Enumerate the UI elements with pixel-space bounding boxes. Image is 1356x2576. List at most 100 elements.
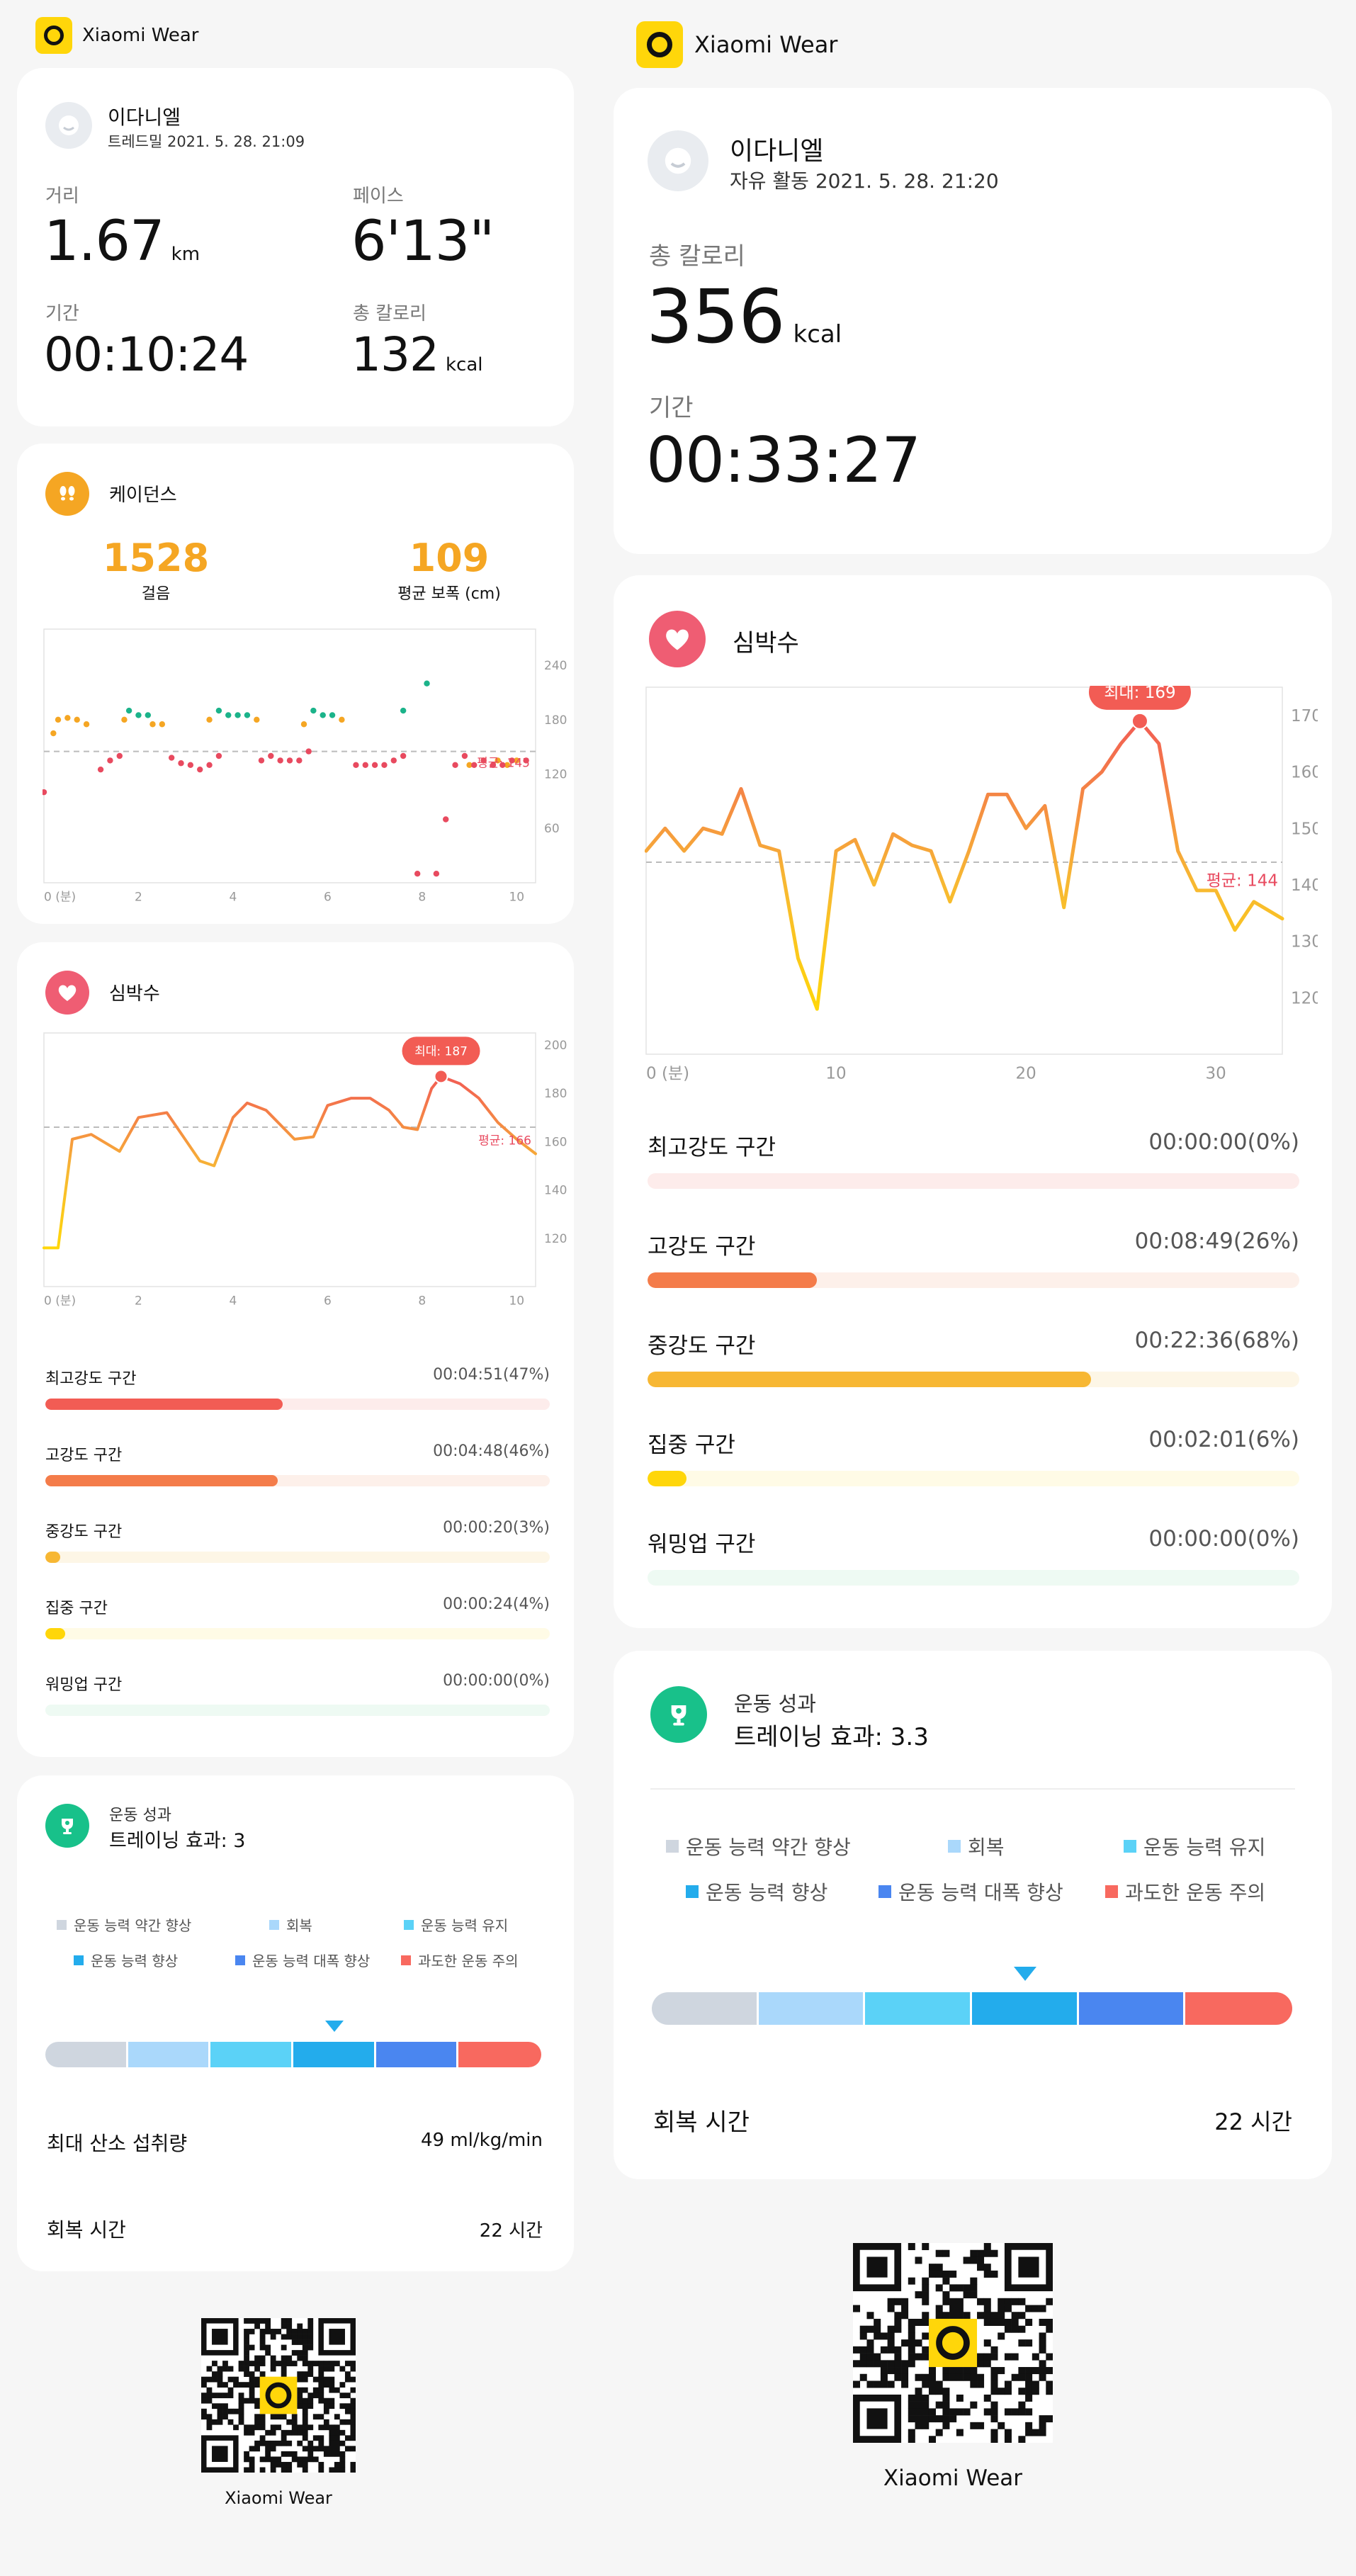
qr-module [894, 2346, 902, 2354]
cadence-point [353, 762, 359, 768]
effect-segment [293, 2042, 374, 2067]
qr-module [212, 2419, 217, 2425]
qr-module [970, 2284, 978, 2292]
legend-swatch [948, 1840, 961, 1853]
qr-module [312, 2446, 319, 2452]
heart-rate-line-chart: 120 140 160 180 200 0 (분) 2 4 6 8 10 최대: 187 평균: 166 [43, 1032, 567, 1309]
qr-finder-center [866, 2408, 888, 2429]
qr-module [244, 2382, 249, 2388]
qr-module [307, 2344, 314, 2351]
qr-module [238, 2393, 244, 2399]
qr-module [1046, 2298, 1053, 2305]
qr-module [977, 2373, 985, 2381]
qr-module [915, 2422, 922, 2429]
qr-module [265, 2329, 271, 2334]
cadence-point [235, 712, 241, 718]
qr-module [249, 2456, 255, 2463]
performance-legend: 운동 능력 약간 향상 회복 운동 능력 유지 운동 능력 향상 운동 능력 대폭 향상… [57, 1914, 553, 1992]
qr-module [859, 2332, 867, 2340]
qr-module [990, 2373, 998, 2381]
qr-module [286, 2318, 293, 2324]
qr-module [908, 2429, 915, 2436]
qr-module [329, 2403, 335, 2410]
qr-module [915, 2353, 922, 2361]
qr-module [286, 2429, 293, 2436]
cadence-point [135, 712, 142, 718]
qr-module [998, 2312, 1005, 2320]
qr-module [949, 2367, 957, 2375]
qr-module [307, 2446, 314, 2452]
qr-module [244, 2344, 249, 2351]
x-tick-label: 4 [230, 891, 237, 905]
qr-module [983, 2264, 991, 2271]
qr-module [206, 2419, 213, 2425]
qr-module [302, 2329, 308, 2334]
qr-module [983, 2270, 991, 2278]
qr-module [318, 2424, 324, 2431]
zone-name: 고강도 구간 [648, 1234, 756, 1260]
cadence-point [504, 762, 511, 768]
x-tick-label: 10 [509, 1294, 524, 1309]
qr-module [1025, 2318, 1033, 2326]
cadence-point [107, 757, 113, 764]
qr-module [302, 2339, 308, 2345]
average-label: 평균: 144 [1207, 871, 1278, 890]
qr-module [915, 2401, 922, 2409]
qr-module [915, 2256, 922, 2264]
zone-name: 고강도 구간 [45, 1447, 123, 1464]
qr-module [318, 2461, 324, 2468]
cadence-point [206, 762, 213, 768]
cadence-point [168, 755, 175, 761]
cadence-point [64, 715, 71, 721]
qr-module [344, 2419, 351, 2425]
qr-module [1039, 2415, 1046, 2423]
qr-module [880, 2373, 888, 2381]
zone-row: 워밍업 구간 00:00:00(0%) [648, 1526, 1299, 1625]
qr-module [859, 2325, 867, 2333]
qr-module [983, 2394, 991, 2402]
qr-module [238, 2361, 244, 2366]
qr-module [217, 2371, 223, 2377]
qr-module [249, 2446, 255, 2452]
max-badge [402, 1036, 480, 1066]
effect-segment [1185, 1992, 1292, 2025]
qr-module [874, 2332, 881, 2340]
qr-module [977, 2264, 985, 2271]
qr-module [350, 2361, 356, 2366]
qr-module [249, 2371, 255, 2377]
activity-subtitle: 트레드밀 2021. 5. 28. 21:09 [108, 133, 305, 150]
cadence-point [254, 716, 260, 723]
qr-module [853, 2305, 861, 2312]
x-tick-label: 10 [509, 891, 524, 905]
qr-module [956, 2284, 964, 2292]
legend-label: 운동 능력 약간 향상 [74, 1917, 192, 1934]
qr-module [291, 2329, 298, 2334]
qr-module [874, 2318, 881, 2326]
qr-module [887, 2380, 895, 2388]
qr-module [963, 2284, 971, 2292]
qr-logo-ring [936, 2326, 970, 2360]
qr-finder-center [212, 2446, 228, 2462]
qr-module [1004, 2325, 1012, 2333]
activity-subtitle: 자유 활동 2021. 5. 28. 21:20 [730, 169, 999, 193]
qr-module [302, 2397, 308, 2404]
qr-module [908, 2243, 915, 2251]
cadence-point [390, 757, 397, 764]
qr-module [227, 2366, 234, 2372]
qr-module [259, 2456, 266, 2463]
qr-module [244, 2334, 249, 2340]
effect-segment [758, 1992, 864, 2025]
qr-module [874, 2353, 881, 2361]
qr-module [880, 2380, 888, 2388]
qr-module [244, 2371, 249, 2377]
recovery-label: 회복 시간 [653, 2108, 750, 2137]
qr-finder [201, 2435, 239, 2473]
xiaomi-wear-logo-icon [35, 17, 72, 54]
qr-module [970, 2401, 978, 2409]
qr-module [990, 2249, 998, 2257]
x-tick-label: 6 [324, 1294, 332, 1309]
qr-module [942, 2270, 950, 2278]
qr-module [329, 2382, 335, 2388]
qr-module [350, 2414, 356, 2420]
cadence-point [443, 816, 449, 823]
